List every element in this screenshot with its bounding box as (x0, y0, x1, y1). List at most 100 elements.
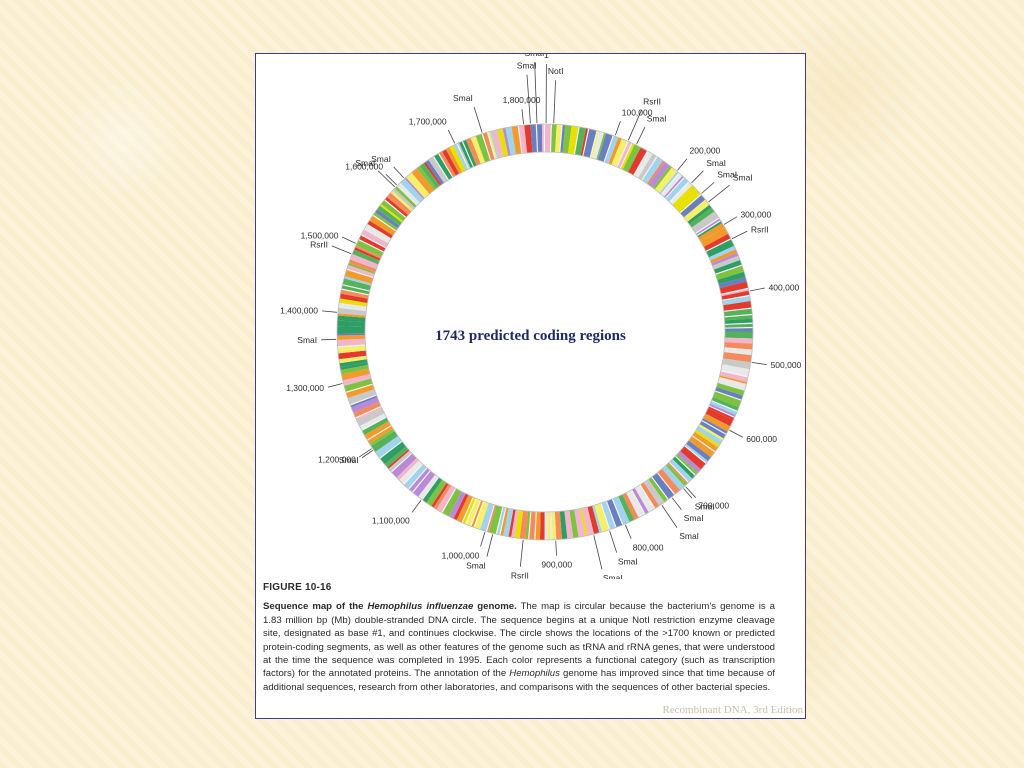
coding-region-segment (399, 460, 421, 483)
coding-region-segment (529, 511, 536, 540)
marker-leader-line (526, 74, 531, 124)
coding-region-segment (549, 511, 553, 540)
marker-leader-line (729, 429, 743, 438)
position-marker-label: 400,000 (769, 282, 800, 292)
coding-region-segment (505, 126, 517, 156)
coding-region-segment (560, 124, 566, 153)
marker-leader-line (521, 109, 524, 125)
coding-region-segment (665, 177, 689, 202)
coding-region-segment (719, 371, 748, 383)
coding-region-segment (672, 185, 698, 210)
marker-leaders (321, 62, 767, 570)
coding-region-segment (487, 504, 497, 533)
coding-region-segment (339, 362, 369, 370)
coding-region-segment (371, 430, 399, 453)
coding-region-segment (590, 130, 600, 159)
coding-region-segment (638, 154, 657, 180)
ring-outer-edge (336, 123, 754, 541)
coding-region-segment (448, 491, 466, 519)
marker-leader-line (555, 540, 557, 556)
coding-region-segment (491, 129, 504, 159)
coding-region-segment (434, 153, 453, 180)
coding-region-segment (338, 302, 367, 312)
coding-region-segment (707, 406, 735, 421)
coding-region-segment (617, 141, 632, 169)
figure-panel: 100,000 200,000 300,000 400,000 500,000 600,0… (255, 53, 806, 719)
coding-region-segment (703, 233, 731, 251)
marker-leader-line (480, 532, 486, 547)
restriction-site-label: RsrII (310, 239, 328, 249)
coding-region-segment (628, 490, 645, 517)
coding-region-segment (677, 450, 702, 474)
coding-region-segment (596, 132, 607, 160)
coding-region-segment (380, 441, 407, 465)
coding-region-segment (369, 428, 395, 447)
coding-region-segment (352, 249, 380, 265)
marker-leader-line (473, 106, 483, 133)
coding-region-segment (564, 510, 574, 539)
coding-region-segment (675, 454, 698, 476)
coding-region-segment (519, 510, 529, 540)
marker-leader-line (723, 216, 738, 225)
coding-region-segment (683, 199, 710, 222)
caption-genus: Hemophilus (509, 668, 560, 680)
coding-region-segment (718, 276, 747, 289)
coding-region-segment (470, 135, 486, 164)
coding-region-segment (466, 498, 481, 527)
coding-region-segment (375, 435, 402, 458)
coding-region-segment (551, 511, 557, 540)
coding-region-segment (620, 143, 635, 170)
coding-region-segment (686, 440, 711, 462)
coding-region-segment (471, 500, 484, 528)
heading-suffix: genome. (473, 601, 517, 613)
coding-region-segment (611, 138, 628, 167)
marker-leader-line (321, 310, 337, 313)
coding-region-segment (700, 227, 729, 247)
coding-region-segment (634, 485, 655, 513)
marker-leader-line (321, 338, 337, 341)
coding-region-segment (717, 271, 746, 285)
coding-region-segment (384, 446, 409, 468)
coding-region-segment (518, 125, 528, 154)
position-marker-label: 1,200,000 (318, 454, 356, 464)
coding-region-segment (694, 429, 720, 448)
coding-region-segment (353, 402, 381, 418)
coding-region-segment (713, 259, 742, 274)
coding-region-segment (659, 171, 679, 195)
marker-leader-line (519, 539, 524, 567)
coding-region-segment (642, 157, 663, 184)
coding-region-segment (648, 477, 668, 503)
coding-region-segment (449, 145, 466, 173)
coding-region-segment (724, 323, 753, 328)
coding-region-segment (568, 125, 579, 155)
coding-region-segment (459, 141, 473, 169)
restriction-site-label: SmaI (717, 170, 737, 180)
marker-leader-line (625, 524, 632, 539)
coding-region-segment (536, 124, 543, 153)
coding-region-segment (708, 245, 736, 261)
coding-region-segment (723, 352, 752, 363)
coding-region-segment (489, 131, 499, 159)
coding-region-segment (539, 511, 545, 540)
coding-region-segment (442, 149, 460, 176)
coding-region-segment (699, 420, 726, 439)
coding-region-segment (724, 342, 753, 350)
coding-region-segment (632, 488, 649, 515)
restriction-site-label: RsrII (511, 571, 529, 579)
coding-region-segment (339, 298, 368, 307)
restriction-site-label: RsrII (751, 224, 769, 234)
marker-leader-line (671, 497, 682, 510)
coding-region-segment (702, 418, 728, 434)
coding-region-segment (422, 477, 443, 503)
coding-region-segment (384, 196, 409, 218)
coding-region-segment (355, 240, 384, 257)
coding-region-segment (688, 436, 715, 458)
coding-region-segment (724, 331, 753, 339)
coding-region-segment (541, 124, 544, 153)
marker-leader-line (534, 62, 538, 124)
marker-leader-line (553, 80, 556, 124)
position-marker-label: 1,500,000 (301, 230, 339, 240)
restriction-site-label: SmaI (517, 61, 537, 71)
coding-region-segment (646, 160, 665, 185)
coding-region-segment (715, 265, 745, 280)
